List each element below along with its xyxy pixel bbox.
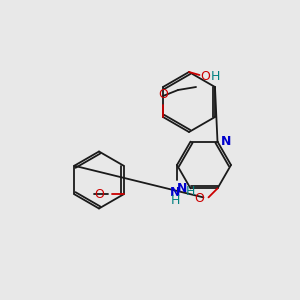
Text: H: H	[211, 70, 220, 83]
Text: O: O	[94, 188, 104, 201]
Text: H: H	[185, 185, 195, 198]
Text: N: N	[220, 135, 231, 148]
Text: O: O	[158, 88, 168, 100]
Text: N: N	[177, 182, 188, 195]
Text: O: O	[194, 192, 204, 206]
Text: N: N	[170, 186, 181, 199]
Text: O: O	[200, 70, 210, 83]
Text: H: H	[171, 194, 180, 206]
